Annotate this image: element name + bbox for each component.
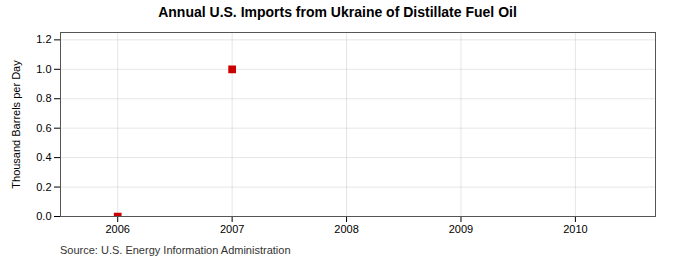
html-text:Annual U.S. Imports from Ukrai: Annual U.S. Imports from Ukraine of Dist… <box>158 4 517 20</box>
svg-text:0.8: 0.8 <box>36 92 51 104</box>
svg-text:0.6: 0.6 <box>36 122 51 134</box>
svg-text:2007: 2007 <box>220 223 244 235</box>
svg-text:1.0: 1.0 <box>36 63 51 75</box>
svg-text:Thousand Barrels per Day: Thousand Barrels per Day <box>10 60 22 189</box>
svg-text:2009: 2009 <box>449 223 473 235</box>
html-text:Source: U.S. Energy Informatio: Source: U.S. Energy Information Administ… <box>60 244 291 256</box>
svg-text:1.2: 1.2 <box>36 33 51 45</box>
svg-text:0.0: 0.0 <box>36 210 51 222</box>
svg-text:2006: 2006 <box>105 223 129 235</box>
svg-text:0.2: 0.2 <box>36 181 51 193</box>
svg-text:2010: 2010 <box>563 223 587 235</box>
svg-text:0.4: 0.4 <box>36 151 51 163</box>
svg-text:2008: 2008 <box>334 223 358 235</box>
